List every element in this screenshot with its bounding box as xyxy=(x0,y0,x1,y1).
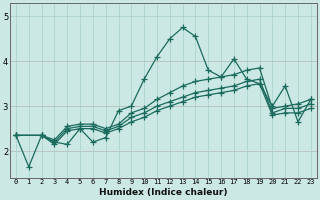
X-axis label: Humidex (Indice chaleur): Humidex (Indice chaleur) xyxy=(99,188,228,197)
